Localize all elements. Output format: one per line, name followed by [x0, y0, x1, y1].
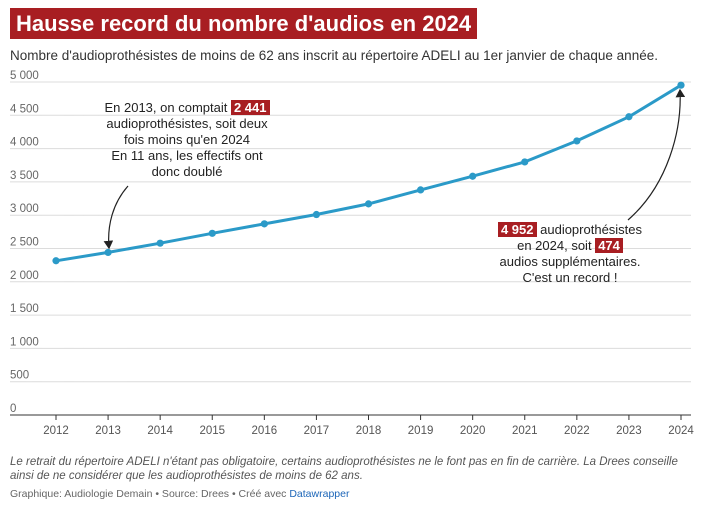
annotation-2013: En 2013, on comptait 2 441 audioprothési…	[82, 100, 292, 180]
x-tick-label: 2020	[460, 425, 486, 437]
credits: Graphique: Audiologie Demain • Source: D…	[10, 488, 349, 500]
x-tick-label: 2016	[252, 425, 278, 437]
x-tick-label: 2018	[356, 425, 382, 437]
y-tick-label: 500	[10, 370, 29, 382]
x-tick-label: 2015	[199, 425, 225, 437]
data-point-2015	[208, 229, 216, 237]
annotation-2013-prefix: En 2013, on comptait	[104, 100, 228, 115]
data-point-2017	[312, 210, 321, 219]
x-tick-label: 2021	[512, 425, 538, 437]
y-tick-label: 1 000	[10, 336, 39, 348]
data-point-2024	[677, 81, 685, 89]
annotation-2024: 4 952 audioprothésistes en 2024, soit 47…	[470, 222, 670, 286]
x-tick-label: 2012	[43, 425, 69, 437]
data-point-2014	[156, 239, 164, 247]
chart-subtitle: Nombre d'audioprothésistes de moins de 6…	[10, 48, 658, 63]
y-tick-label: 5 000	[10, 70, 39, 82]
annotation-2024-value: 4 952	[497, 222, 537, 237]
annotation-2024-text1: audioprothésistes	[540, 222, 643, 237]
annotation-2024-text4: C'est un record !	[522, 270, 618, 285]
y-tick-label: 3 000	[10, 203, 39, 215]
series-line	[52, 81, 685, 265]
y-tick-label: 2 000	[10, 270, 39, 282]
annotation-2013-line5: donc doublé	[151, 164, 223, 179]
annotation-2024-increase: 474	[595, 238, 623, 253]
data-point-2016	[260, 220, 268, 228]
data-point-2018	[364, 200, 373, 208]
x-tick-label: 2013	[95, 425, 121, 437]
x-tick-label: 2017	[304, 425, 330, 437]
y-tick-label: 3 500	[10, 170, 39, 182]
annotation-2013-line3: fois moins qu'en 2024	[123, 132, 251, 147]
x-tick-label: 2022	[564, 425, 590, 437]
data-point-2012	[52, 257, 60, 265]
axis-labels: 0 500 1 000 1 500 2 000 2 500 3 000 3 500 4 000 4…	[10, 70, 694, 437]
data-point-2013	[104, 248, 112, 257]
y-tick-label: 1 500	[10, 303, 39, 315]
y-tick-label: 4 000	[10, 137, 39, 149]
annotation-2013-line2: audioprothésistes, soit deux	[106, 116, 268, 131]
annotation-arrow-2013	[103, 185, 129, 250]
data-point-2023	[625, 113, 633, 121]
data-point-2020	[469, 172, 477, 180]
y-tick-label: 0	[10, 403, 16, 415]
x-tick-label: 2024	[668, 425, 694, 437]
annotation-2013-line4: En 11 ans, les effectifs ont	[111, 148, 263, 163]
annotation-arrow-2024	[627, 88, 686, 221]
annotation-2024-text3: audios supplémentaires.	[499, 254, 641, 269]
annotation-2013-value: 2 441	[230, 100, 270, 115]
x-tick-label: 2014	[147, 425, 173, 437]
line-chart: 0 500 1 000 1 500 2 000 2 500 3 000 3 500 4 000 4…	[10, 70, 694, 437]
data-point-2019	[416, 186, 425, 194]
y-tick-label: 4 500	[10, 103, 39, 115]
x-tick-label: 2019	[408, 425, 434, 437]
annotation-arrows	[103, 88, 686, 250]
credits-text: Graphique: Audiologie Demain • Source: D…	[10, 488, 287, 500]
annotation-2024-text2: en 2024, soit	[517, 238, 592, 253]
y-tick-label: 2 500	[10, 237, 39, 249]
datawrapper-link[interactable]: Datawrapper	[289, 488, 350, 500]
chart-title: Hausse record du nombre d'audios en 2024	[10, 8, 478, 39]
data-point-2022	[573, 137, 581, 145]
x-tick-label: 2023	[616, 425, 642, 437]
footnote: Le retrait du répertoire ADELI n'étant p…	[10, 456, 678, 482]
data-point-2021	[521, 158, 529, 166]
